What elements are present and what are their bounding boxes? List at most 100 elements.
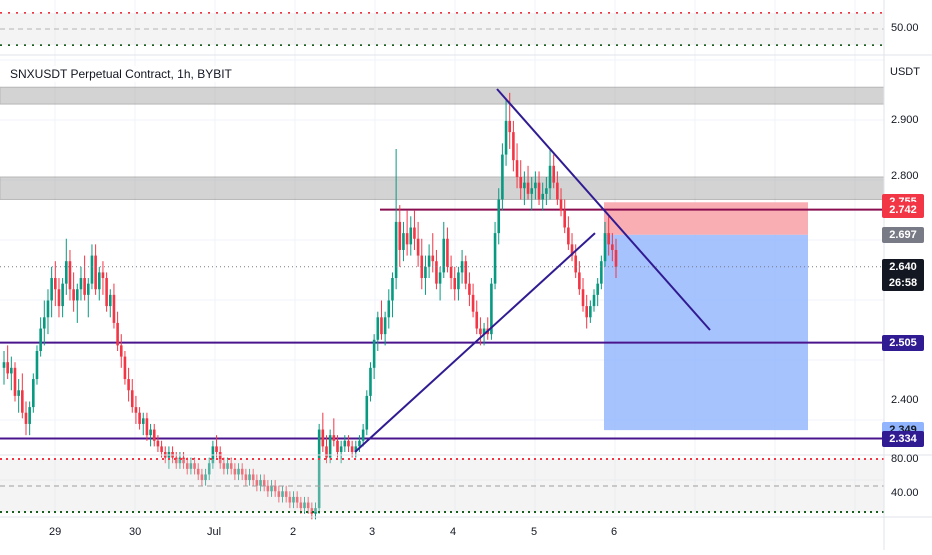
candle	[325, 435, 328, 464]
candle-body	[54, 278, 57, 290]
candle-body	[112, 294, 116, 323]
candle	[215, 435, 218, 458]
candle-body	[405, 233, 409, 245]
candle	[600, 255, 603, 290]
time-axis-tick: 4	[450, 526, 457, 538]
candle-body	[365, 395, 369, 430]
candle	[193, 457, 196, 475]
candle	[372, 334, 376, 380]
candle	[101, 261, 105, 295]
candle-body	[453, 278, 457, 290]
candle-body	[72, 289, 75, 301]
candle	[32, 373, 35, 413]
candle	[405, 210, 409, 256]
candle	[204, 468, 207, 486]
candle	[262, 474, 266, 492]
candle	[391, 272, 394, 318]
candle-body	[94, 255, 97, 290]
price-tag: 2.505	[882, 334, 924, 351]
candle	[581, 278, 585, 312]
candle-body	[299, 502, 303, 509]
candle-body	[358, 440, 361, 447]
osc-top-band	[0, 13, 884, 45]
candle-body	[398, 221, 402, 250]
time-axis-tick: 30	[129, 526, 142, 538]
candle	[394, 148, 398, 290]
candle	[413, 210, 416, 250]
candle-body	[79, 278, 83, 290]
candle	[281, 485, 284, 503]
symbol-legend[interactable]: SNXUSDT Perpetual Contract, 1h, BYBIT	[8, 66, 234, 82]
candle-body	[288, 496, 292, 503]
candle	[54, 261, 57, 307]
candle-body	[281, 491, 284, 497]
candle-body	[559, 199, 563, 211]
candle-body	[266, 485, 270, 492]
resistance-zone	[0, 176, 885, 200]
candle-body	[255, 480, 259, 486]
candle	[567, 216, 570, 250]
candle-body	[471, 294, 475, 312]
candle	[288, 491, 292, 509]
price-tag: 2.334	[882, 430, 924, 447]
candle	[266, 480, 270, 497]
candle-body	[556, 182, 559, 200]
candle-body	[387, 300, 391, 318]
candle	[127, 367, 130, 402]
candle-body	[380, 317, 383, 335]
candle	[149, 423, 152, 447]
candle-body	[10, 367, 13, 374]
price-axis-tick: 2.800	[891, 170, 919, 182]
candle	[570, 233, 574, 262]
candle-body	[391, 278, 394, 301]
candle	[486, 317, 490, 340]
resistance-zone	[0, 86, 885, 105]
candle-body	[204, 474, 207, 481]
candle	[43, 300, 46, 346]
candle	[303, 496, 306, 514]
candle-body	[193, 463, 196, 469]
candle	[189, 457, 193, 475]
candle-body	[332, 435, 336, 441]
candle-body	[2, 362, 6, 368]
candle	[475, 300, 479, 335]
candle	[226, 457, 229, 475]
candle-body	[508, 120, 512, 133]
candle-body	[438, 272, 442, 284]
ascending-trendline	[354, 232, 596, 453]
candle-body	[347, 440, 350, 447]
candle	[534, 171, 537, 200]
candle-body	[149, 429, 152, 436]
candle	[501, 143, 504, 211]
candle	[317, 423, 321, 514]
candle-body	[160, 446, 163, 452]
candle-body	[218, 452, 222, 464]
candle-body	[145, 418, 149, 436]
price-tag: 2.697	[882, 226, 924, 243]
candle	[17, 379, 20, 413]
candle-body	[39, 328, 42, 351]
candle	[614, 238, 618, 279]
candle-body	[409, 227, 413, 245]
take-profit-zone	[604, 234, 808, 431]
candle-body	[475, 311, 479, 329]
price-tag: 2.640 26:58	[882, 258, 924, 291]
candle-body	[394, 221, 398, 279]
candle-body	[174, 457, 178, 464]
candle	[519, 160, 523, 200]
candle-body	[101, 272, 105, 279]
candle	[603, 221, 607, 267]
candle-body	[343, 440, 347, 447]
candle	[273, 480, 277, 497]
candle-body	[372, 339, 376, 368]
candle-body	[603, 233, 607, 262]
candle-body	[581, 289, 585, 307]
descending-trendline	[496, 88, 711, 331]
candle-body	[442, 238, 446, 273]
candle-body	[479, 328, 482, 335]
candle-body	[141, 418, 145, 424]
candle	[259, 474, 262, 492]
candle-body	[446, 238, 449, 267]
